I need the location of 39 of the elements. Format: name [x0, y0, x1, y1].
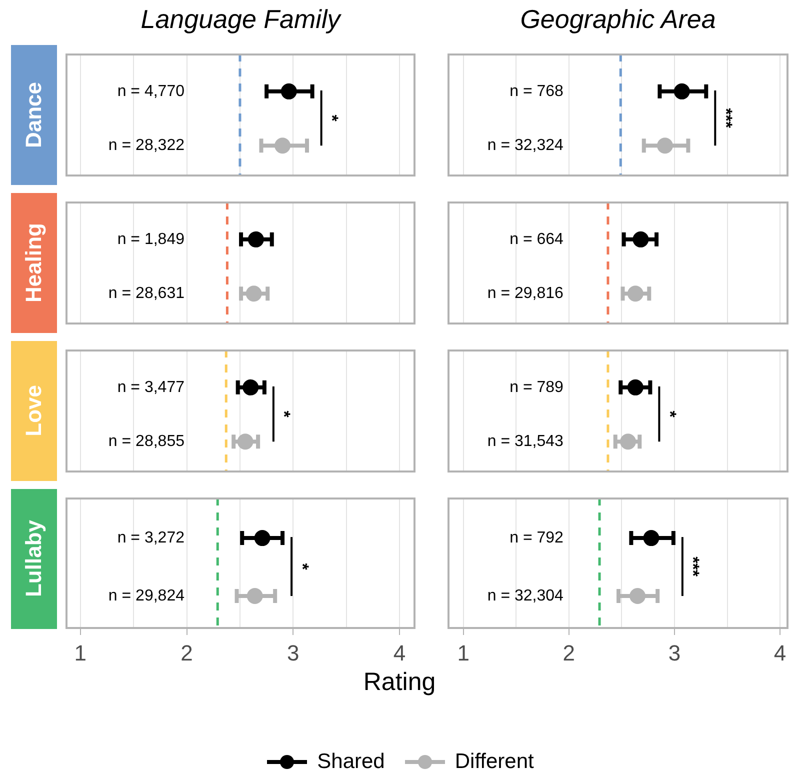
- y-tick-label: n = 789: [510, 378, 564, 396]
- y-axis-title: Love: [21, 385, 47, 437]
- x-tick-label: 2: [562, 640, 576, 666]
- y-tick-label: n = 1,849: [117, 230, 185, 248]
- annotation: *: [274, 410, 294, 418]
- chart-title: Geographic Area: [519, 4, 717, 35]
- x-tick-label: 1: [74, 640, 87, 666]
- y-tick-label: n = 3,477: [117, 378, 185, 396]
- y-tick-label: n = 768: [510, 82, 564, 100]
- y-tick-label: n = 3,272: [117, 529, 185, 546]
- y-tick-label: n = 664: [510, 230, 564, 248]
- y-tick-label: n = 31,543: [487, 433, 564, 450]
- annotation: ***: [716, 108, 736, 128]
- y-tick-label: n = 4,770: [117, 82, 185, 100]
- legend-label: Different: [454, 750, 534, 774]
- annotation: ***: [684, 556, 703, 577]
- y-tick-label: n = 32,304: [487, 587, 564, 604]
- y-tick-label: n = 28,631: [108, 285, 185, 302]
- x-tick-label: 1: [457, 640, 470, 666]
- y-tick-label: n = 28,855: [108, 433, 185, 450]
- x-tick-label: 4: [393, 640, 406, 666]
- y-axis-title: Lullaby: [21, 520, 47, 598]
- annotation: *: [322, 114, 342, 122]
- chart-title: Language Family: [140, 4, 342, 35]
- annotation: *: [660, 410, 680, 418]
- legend-label: Shared: [317, 750, 385, 774]
- x-tick-label: 4: [774, 640, 786, 666]
- annotation: *: [292, 563, 312, 570]
- x-tick-label: 2: [180, 640, 193, 666]
- y-axis-title: Healing: [21, 223, 47, 303]
- y-axis-title: Dance: [21, 82, 47, 148]
- x-axis-title: Rating: [362, 668, 437, 697]
- y-tick-label: n = 29,824: [108, 587, 185, 604]
- y-tick-label: n = 29,816: [487, 285, 564, 302]
- x-tick-label: 3: [668, 640, 681, 666]
- y-tick-label: n = 32,324: [487, 137, 564, 154]
- y-tick-label: n = 28,322: [108, 137, 185, 154]
- y-tick-label: n = 792: [510, 529, 564, 546]
- x-tick-label: 3: [287, 640, 300, 666]
